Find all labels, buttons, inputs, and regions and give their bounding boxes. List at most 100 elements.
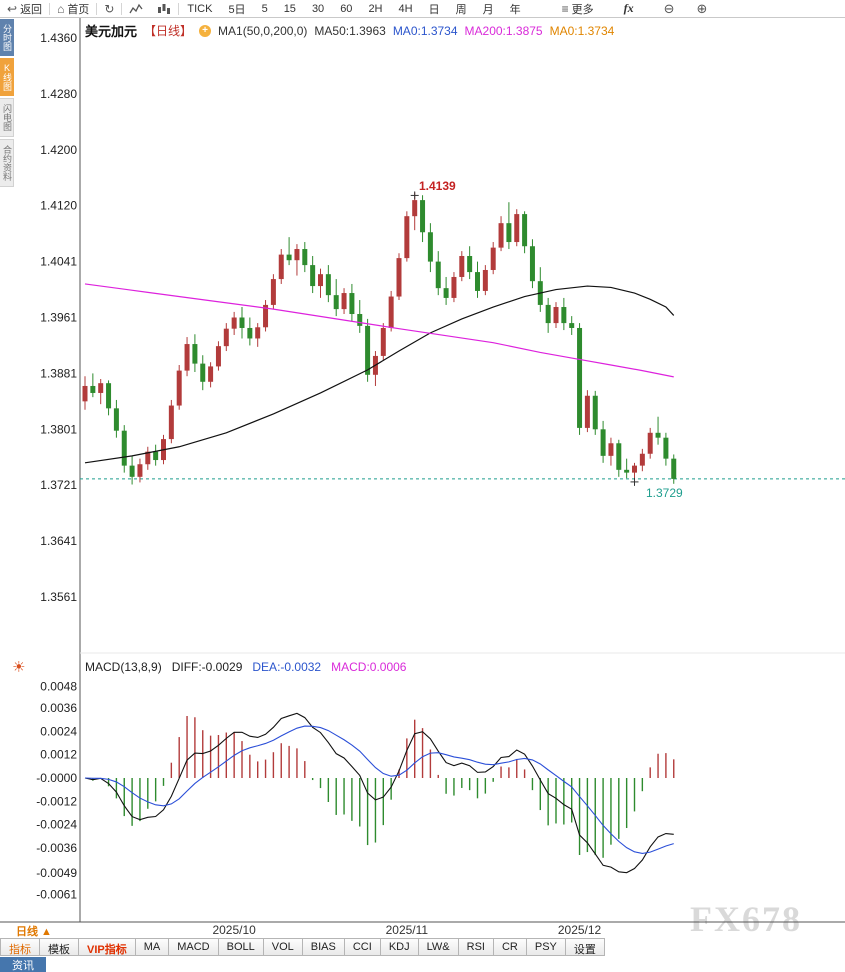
candle-body: [176, 370, 182, 406]
candle-body: [561, 307, 567, 324]
indicator-tab-2[interactable]: VIP指标: [79, 938, 136, 956]
candle-body: [553, 307, 559, 324]
formula-button[interactable]: fx: [617, 0, 641, 18]
ma200-readout: MA200:1.3875: [464, 23, 543, 38]
indicator-tab-11[interactable]: RSI: [458, 938, 494, 956]
candle-body: [161, 439, 166, 461]
macd-axis-label: -0.0024: [36, 818, 77, 832]
candle-body: [168, 405, 174, 440]
indicator-tab-12[interactable]: CR: [493, 938, 527, 956]
candle-body: [208, 366, 214, 382]
period-button-8[interactable]: 日: [428, 3, 440, 16]
period-tag: 【日线】: [144, 24, 193, 38]
candle-body: [412, 200, 418, 217]
zoom-out-button[interactable]: ⊖: [657, 0, 682, 18]
macd-axis-label: -0.0061: [36, 888, 77, 902]
candle-body: [278, 254, 284, 280]
candle-body: [372, 355, 378, 375]
indicator-tab-13[interactable]: PSY: [526, 938, 566, 956]
period-button-6[interactable]: 2H: [368, 2, 383, 15]
candle-body: [482, 269, 488, 291]
indicator-tab-7[interactable]: BIAS: [302, 938, 345, 956]
candle-body: [498, 223, 504, 248]
period-button-9[interactable]: 周: [455, 3, 467, 16]
candle-body: [647, 432, 653, 454]
macd-dea-line: [84, 725, 674, 855]
candle-body: [184, 344, 190, 371]
indicator-tab-10[interactable]: LW&: [418, 938, 459, 956]
fx678-watermark: FX678: [690, 899, 802, 939]
candle-body: [380, 327, 386, 356]
sidebar-tab-kline[interactable]: K线图: [0, 58, 14, 96]
sidebar-tab-timeshare[interactable]: 分时图: [0, 19, 14, 56]
price-axis-label: 1.4280: [40, 87, 77, 101]
toolbar-separator: [49, 2, 51, 15]
candle-body: [624, 469, 630, 473]
price-axis-label: 1.3721: [40, 478, 77, 492]
home-icon: ⌂: [57, 1, 65, 16]
period-button-4[interactable]: 30: [311, 2, 325, 15]
candle-body: [490, 247, 496, 270]
indicator-settings-icon[interactable]: ☀: [12, 659, 26, 676]
candle-body: [584, 395, 590, 428]
more-button[interactable]: ≡ 更多: [555, 0, 601, 18]
home-button[interactable]: ⌂ 首页: [50, 0, 96, 18]
candle-body: [475, 272, 480, 291]
indicator-tab-5[interactable]: BOLL: [218, 938, 264, 956]
candle-chart-type-button[interactable]: [150, 0, 178, 18]
indicator-tab-6[interactable]: VOL: [263, 938, 303, 956]
candle-body: [153, 451, 159, 461]
candle-body: [341, 293, 347, 310]
back-label: 返回: [20, 3, 43, 16]
indicator-tab-3[interactable]: MA: [135, 938, 170, 956]
period-button-0[interactable]: TICK: [187, 2, 213, 15]
price-axis-label: 1.3561: [40, 590, 77, 604]
macd-axis-label: 0.0048: [40, 680, 77, 694]
add-indicator-icon[interactable]: +: [199, 24, 212, 37]
news-tab[interactable]: 资讯: [0, 957, 46, 972]
sidebar-tab-lightning[interactable]: 闪电图: [0, 98, 14, 137]
indicator-tab-14[interactable]: 设置: [565, 938, 605, 956]
candle-body: [577, 327, 583, 428]
candle-body: [145, 451, 151, 465]
period-button-1[interactable]: 5日: [228, 3, 246, 16]
refresh-button[interactable]: ↻: [97, 0, 121, 18]
ma50-line: [84, 285, 675, 464]
candle-body: [529, 246, 535, 282]
candle-body: [506, 223, 512, 243]
back-button[interactable]: ↩ 返回: [0, 0, 49, 18]
more-label: 更多: [571, 3, 594, 16]
candle-body: [90, 385, 96, 393]
candle-body: [215, 346, 221, 367]
candle-body: [286, 254, 292, 261]
sidebar-tab-contract-info[interactable]: 合约资料: [0, 139, 14, 187]
indicator-tab-4[interactable]: MACD: [169, 938, 219, 956]
price-axis-label: 1.4120: [40, 199, 77, 213]
indicator-tab-bar: 指标 模板 VIP指标 MA MACD BOLL VOL BIAS CCI KDJ LW& RSI CR…: [0, 938, 605, 956]
indicator-tab-8[interactable]: CCI: [344, 938, 381, 956]
zoom-in-button[interactable]: ⊕: [689, 0, 714, 18]
period-button-2[interactable]: 5: [261, 2, 268, 15]
candle-body: [270, 279, 276, 305]
indicator-tab-0[interactable]: 指标: [0, 938, 40, 956]
period-button-3[interactable]: 15: [283, 2, 296, 15]
macd-diff-readout: DIFF:-0.0029: [171, 660, 243, 674]
period-button-10[interactable]: 月: [482, 3, 494, 16]
period-button-7[interactable]: 4H: [398, 2, 413, 15]
zoom-in-icon: ⊕: [696, 0, 708, 16]
price-axis-label: 1.4200: [40, 143, 77, 157]
period-button-5[interactable]: 60: [340, 2, 353, 15]
candle-body: [349, 293, 355, 315]
macd-axis-label: -0.0036: [36, 841, 77, 855]
current-period-indicator[interactable]: 日线 ▲: [16, 926, 52, 938]
price-axis-label: 1.4360: [40, 31, 77, 45]
line-chart-type-button[interactable]: [122, 0, 150, 18]
indicator-tab-1[interactable]: 模板: [40, 938, 79, 956]
macd-axis-label: 0.0024: [40, 724, 77, 738]
candle-body: [467, 256, 473, 273]
indicator-tab-9[interactable]: KDJ: [380, 938, 419, 956]
period-button-11[interactable]: 年: [509, 3, 521, 16]
fx-label: fx: [623, 1, 634, 15]
